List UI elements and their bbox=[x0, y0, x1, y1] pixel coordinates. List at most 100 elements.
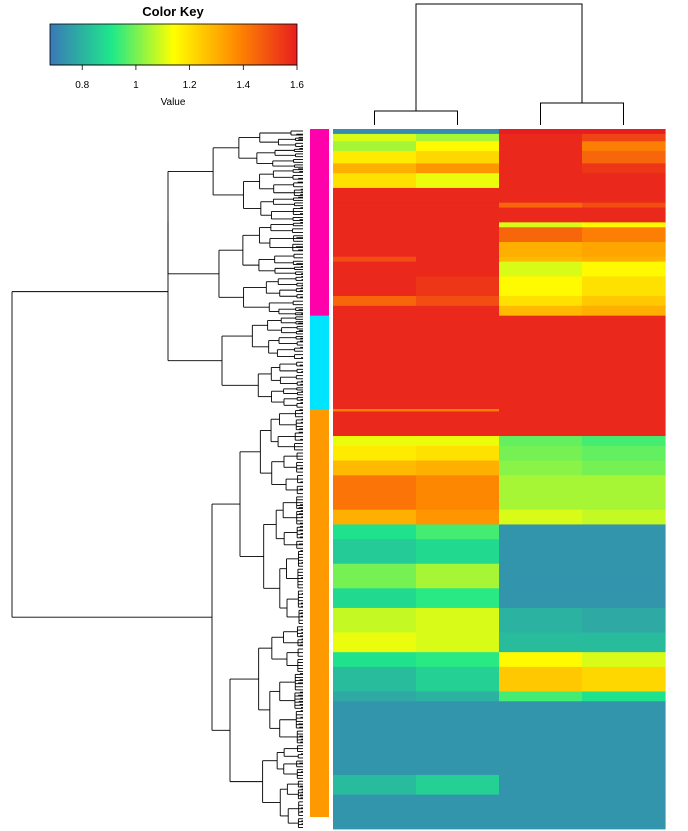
heatmap-cell bbox=[333, 563, 417, 589]
heatmap-cell bbox=[582, 222, 666, 228]
heatmap-cell bbox=[416, 794, 500, 830]
heatmap-cell bbox=[333, 701, 417, 776]
heatmap-cell bbox=[416, 151, 500, 164]
heatmap-cell bbox=[582, 151, 666, 164]
heatmap-cell bbox=[582, 296, 666, 307]
heatmap-cell bbox=[499, 524, 583, 540]
heatmap-cell bbox=[333, 202, 417, 208]
heatmap-cell bbox=[499, 276, 583, 297]
heatmap-cell bbox=[582, 475, 666, 511]
heatmap-cell bbox=[582, 202, 666, 208]
heatmap-cell bbox=[499, 305, 583, 317]
heatmap-cell bbox=[416, 241, 500, 258]
heatmap-cell bbox=[416, 563, 500, 589]
row-cluster-sidebar bbox=[310, 129, 329, 818]
heatmap-cell bbox=[416, 129, 500, 135]
heatmap-cell bbox=[582, 173, 666, 189]
row-cluster-band bbox=[310, 129, 329, 316]
heatmap-cell bbox=[582, 794, 666, 830]
heatmap-cell bbox=[416, 509, 500, 525]
heatmap-cell bbox=[582, 563, 666, 589]
heatmap-cell bbox=[582, 133, 666, 142]
heatmap-cell bbox=[333, 187, 417, 204]
heatmap-cell bbox=[333, 141, 417, 152]
heatmap-cell bbox=[416, 187, 500, 204]
heatmap-cell bbox=[582, 411, 666, 437]
heatmap-cell bbox=[333, 261, 417, 277]
heatmap-cell bbox=[582, 691, 666, 702]
heatmap-cell bbox=[416, 539, 500, 565]
heatmap-cell bbox=[499, 794, 583, 830]
heatmap-cell bbox=[582, 276, 666, 297]
heatmap-cell bbox=[499, 539, 583, 565]
heatmap-cell bbox=[499, 202, 583, 208]
heatmap-cell bbox=[416, 652, 500, 668]
heatmap-cell bbox=[582, 261, 666, 277]
heatmap-cell bbox=[333, 632, 417, 653]
heatmap-cell bbox=[499, 296, 583, 307]
heatmap-cell bbox=[582, 141, 666, 152]
heatmap-cell bbox=[416, 276, 500, 297]
heatmap-cell bbox=[333, 409, 417, 412]
heatmap-cell bbox=[333, 315, 417, 410]
heatmap-cell bbox=[416, 222, 500, 228]
heatmap-cell bbox=[499, 411, 583, 437]
heatmap-cell bbox=[499, 588, 583, 609]
heatmap-cell bbox=[416, 436, 500, 447]
heatmap-cell bbox=[333, 276, 417, 297]
heatmap-grid bbox=[333, 129, 666, 830]
heatmap-cell bbox=[499, 460, 583, 476]
heatmap-cell bbox=[416, 411, 500, 437]
color-key-tick-label: 1.4 bbox=[236, 80, 250, 91]
heatmap-cell bbox=[499, 701, 583, 776]
heatmap-cell bbox=[333, 411, 417, 437]
heatmap-cell bbox=[499, 691, 583, 702]
heatmap-cell bbox=[499, 222, 583, 228]
column-dendrogram-branch bbox=[374, 110, 458, 125]
heatmap-cell bbox=[333, 524, 417, 540]
heatmap-cell bbox=[499, 227, 583, 243]
heatmap-cell bbox=[333, 296, 417, 307]
heatmap-cell bbox=[333, 173, 417, 189]
heatmap-cell bbox=[333, 588, 417, 609]
heatmap-cell bbox=[499, 133, 583, 142]
heatmap-cell bbox=[333, 475, 417, 511]
heatmap-cell bbox=[582, 607, 666, 633]
heatmap-cell bbox=[499, 509, 583, 525]
heatmap-cell bbox=[333, 256, 417, 263]
row-cluster-band bbox=[310, 409, 329, 818]
heatmap-cell bbox=[333, 445, 417, 461]
color-key-axis-label: Value bbox=[161, 97, 186, 108]
heatmap-cell bbox=[333, 129, 417, 135]
color-key-axis: 0.8 1 1.2 1.4 1.6 bbox=[50, 64, 304, 91]
row-dendrogram bbox=[11, 130, 303, 828]
heatmap-cell bbox=[582, 163, 666, 174]
heatmap-cell bbox=[582, 187, 666, 204]
heatmap-cell bbox=[416, 315, 500, 410]
heatmap-cell bbox=[582, 227, 666, 243]
heatmap-cell bbox=[333, 305, 417, 317]
heatmap-cell bbox=[499, 409, 583, 412]
heatmap-cell bbox=[416, 460, 500, 476]
heatmap-cell bbox=[582, 632, 666, 653]
heatmap-cell bbox=[416, 588, 500, 609]
heatmap-cell bbox=[582, 701, 666, 776]
heatmap-cell bbox=[499, 141, 583, 152]
column-dendrogram-branch bbox=[540, 102, 624, 125]
heatmap-cell bbox=[416, 227, 500, 243]
heatmap-cell bbox=[416, 774, 500, 796]
heatmap-cell bbox=[582, 207, 666, 223]
heatmap-cell bbox=[416, 202, 500, 208]
heatmap-cell bbox=[499, 666, 583, 692]
heatmap-cell bbox=[582, 305, 666, 317]
heatmap-cell bbox=[333, 163, 417, 174]
heatmap-cell bbox=[333, 666, 417, 692]
heatmap-cell bbox=[499, 207, 583, 223]
heatmap-cell bbox=[416, 691, 500, 702]
heatmap-cell bbox=[333, 691, 417, 702]
heatmap-cell bbox=[582, 256, 666, 263]
heatmap-cell bbox=[499, 632, 583, 653]
row-cluster-band bbox=[310, 315, 329, 410]
heatmap-cell bbox=[499, 475, 583, 511]
